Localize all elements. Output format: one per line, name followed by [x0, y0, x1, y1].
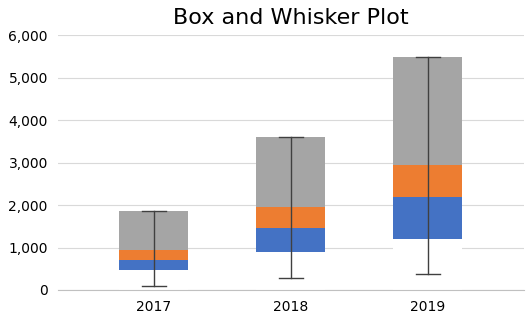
Bar [119, 270, 188, 290]
Bar [256, 252, 325, 290]
Bar [394, 239, 462, 290]
Bar [119, 260, 188, 270]
Bar [256, 207, 325, 228]
Bar [394, 165, 462, 197]
Bar [119, 212, 188, 250]
Bar [119, 250, 188, 260]
Bar [256, 137, 325, 207]
Bar [394, 57, 462, 165]
Bar [394, 197, 462, 239]
Bar [256, 228, 325, 252]
Title: Box and Whisker Plot: Box and Whisker Plot [173, 8, 409, 28]
